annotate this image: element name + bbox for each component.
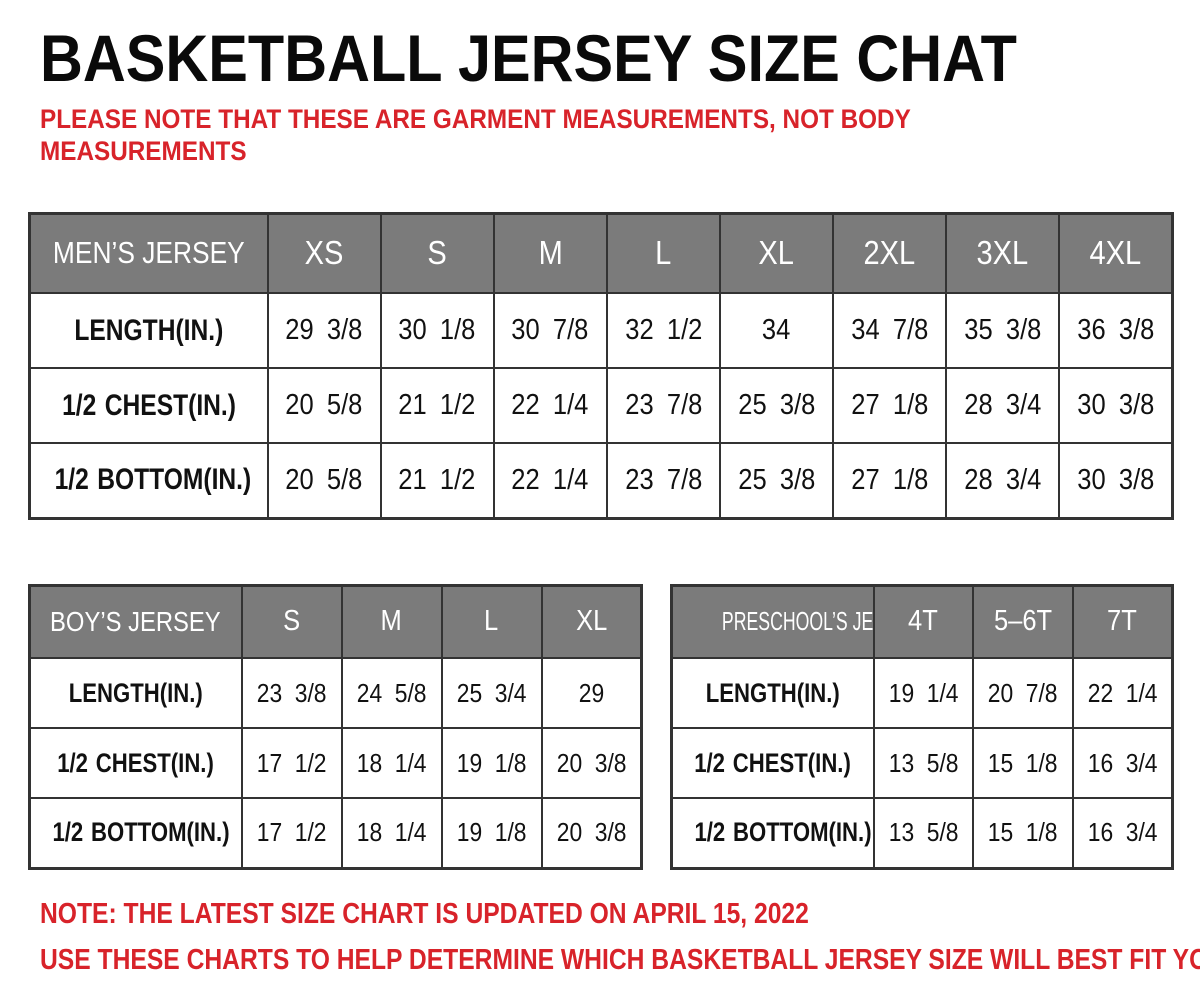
value-cell: 32 1/2	[605, 292, 722, 370]
row-label-cell: LENGTH(IN.)	[670, 657, 875, 730]
value-cell: 15 1/8	[972, 797, 1074, 870]
table-row: 1/2 CHEST(IN.) 17 1/2 18 1/4 19 1/8 20 3/8	[28, 727, 643, 800]
size-header-cell: 5–6T	[972, 584, 1074, 660]
table-row: LENGTH(IN.) 29 3/8 30 1/8 30 7/8 32 1/2 34 34 …	[28, 292, 1174, 370]
value-cell: 19 1/8	[440, 797, 543, 870]
row-label-cell: 1/2 BOTTOM(IN.)	[28, 442, 269, 520]
row-label-cell: LENGTH(IN.)	[28, 292, 269, 370]
size-header-cell: 4XL	[1058, 212, 1174, 295]
fit-guidance-note: USE THESE CHARTS TO HELP DETERMINE WHICH…	[40, 943, 1200, 976]
value-cell: 13 5/8	[872, 727, 975, 800]
value-cell: 30 3/8	[1058, 367, 1174, 445]
boys-jersey-table: BOY’S JERSEY S M L XL LENGTH(IN.) 23 3/8 24 5/8…	[28, 583, 643, 870]
row-label-cell: 1/2 CHEST(IN.)	[28, 727, 243, 800]
size-chart-page: BASKETBALL JERSEY SIZE CHAT PLEASE NOTE …	[0, 0, 1200, 976]
value-cell: 25 3/8	[718, 442, 835, 520]
value-cell: 28 3/4	[945, 367, 1061, 445]
size-header-cell: M	[340, 584, 443, 660]
header-row: MEN’S JERSEY XS S M L XL 2XL 3XL 4XL	[28, 212, 1174, 295]
value-cell: 30 7/8	[492, 292, 608, 370]
page-title: BASKETBALL JERSEY SIZE CHAT	[0, 0, 1200, 96]
size-header-cell: L	[605, 212, 722, 295]
value-cell: 21 1/2	[379, 367, 495, 445]
value-cell: 17 1/2	[240, 727, 343, 800]
size-header-cell: 3XL	[945, 212, 1061, 295]
footer-notes: NOTE: THE LATEST SIZE CHART IS UPDATED O…	[40, 897, 1200, 976]
row-label-cell: 1/2 CHEST(IN.)	[670, 727, 875, 800]
size-header-cell: S	[379, 212, 495, 295]
lower-tables-row: BOY’S JERSEY S M L XL LENGTH(IN.) 23 3/8 24 5/8…	[28, 583, 1200, 870]
value-cell: 29 3/8	[266, 292, 382, 370]
value-cell: 17 1/2	[240, 797, 343, 870]
value-cell: 28 3/4	[945, 442, 1061, 520]
value-cell: 22 1/4	[492, 367, 608, 445]
table-row: 1/2 CHEST(IN.) 20 5/8 21 1/2 22 1/4 23 7/8 25…	[28, 367, 1174, 445]
row-label-cell: 1/2 BOTTOM(IN.)	[670, 797, 875, 870]
value-cell: 20 7/8	[972, 657, 1074, 730]
size-header-cell: M	[492, 212, 608, 295]
value-cell: 20 3/8	[540, 727, 643, 800]
value-cell: 23 7/8	[605, 367, 722, 445]
value-cell: 25 3/8	[718, 367, 835, 445]
value-cell: 16 3/4	[1071, 727, 1174, 800]
row-label-cell: LENGTH(IN.)	[28, 657, 243, 730]
value-cell: 20 5/8	[266, 442, 382, 520]
size-header-cell: XL	[718, 212, 835, 295]
table-title-cell: MEN’S JERSEY	[28, 212, 269, 295]
size-header-cell: 4T	[872, 584, 975, 660]
value-cell: 18 1/4	[340, 797, 443, 870]
table-row: 1/2 CHEST(IN.) 13 5/8 15 1/8 16 3/4	[670, 727, 1174, 800]
table-row: 1/2 BOTTOM(IN.) 20 5/8 21 1/2 22 1/4 23 7/8 2…	[28, 442, 1174, 520]
preschools-jersey-table: PRESCHOOL’S JERSEY4T5–6T7TLENGTH(IN.)19 …	[670, 583, 1174, 870]
table-row: LENGTH(IN.) 19 1/4 20 7/8 22 1/4	[670, 657, 1174, 730]
value-cell: 20 3/8	[540, 797, 643, 870]
value-cell: 16 3/4	[1071, 797, 1174, 870]
value-cell: 21 1/2	[379, 442, 495, 520]
table-row: 1/2 BOTTOM(IN.) 17 1/2 18 1/4 19 1/8 20 3/8	[28, 797, 643, 870]
row-label-cell: 1/2 BOTTOM(IN.)	[28, 797, 243, 870]
value-cell: 27 1/8	[832, 442, 948, 520]
value-cell: 30 3/8	[1058, 442, 1174, 520]
mens-jersey-table: MEN’S JERSEY XS S M L XL 2XL 3XL 4XL LENGTH(IN.) 2…	[28, 211, 1174, 520]
table-row: 1/2 BOTTOM(IN.) 13 5/8 15 1/8 16 3/4	[670, 797, 1174, 870]
value-cell: 18 1/4	[340, 727, 443, 800]
value-cell: 22 1/4	[1071, 657, 1174, 730]
value-cell: 23 3/8	[240, 657, 343, 730]
page-title-text: BASKETBALL JERSEY SIZE CHAT	[40, 21, 1017, 95]
garment-note-line-1: PLEASE NOTE THAT THESE ARE GARMENT MEASU…	[40, 103, 911, 134]
value-cell: 25 3/4	[440, 657, 543, 730]
value-cell: 22 1/4	[492, 442, 608, 520]
size-header-cell: 2XL	[832, 212, 948, 295]
table-title-cell: BOY’S JERSEY	[28, 584, 243, 660]
header-row: BOY’S JERSEY S M L XL	[28, 584, 643, 660]
garment-note-line-2: MEASUREMENTS	[40, 135, 247, 166]
value-cell: 13 5/8	[872, 797, 975, 870]
value-cell: 29	[540, 657, 643, 730]
value-cell: 24 5/8	[340, 657, 443, 730]
size-header-cell: S	[240, 584, 343, 660]
value-cell: 36 3/8	[1058, 292, 1174, 370]
size-header-cell: XL	[540, 584, 643, 660]
size-header-cell: L	[440, 584, 543, 660]
update-date-note: NOTE: THE LATEST SIZE CHART IS UPDATED O…	[40, 897, 809, 930]
size-header-cell: XS	[266, 212, 382, 295]
value-cell: 15 1/8	[972, 727, 1074, 800]
value-cell: 30 1/8	[379, 292, 495, 370]
size-header-cell: 7T	[1071, 584, 1174, 660]
value-cell: 27 1/8	[832, 367, 948, 445]
garment-measurement-note: PLEASE NOTE THAT THESE ARE GARMENT MEASU…	[40, 104, 1200, 168]
value-cell: 23 7/8	[605, 442, 722, 520]
row-label-cell: 1/2 CHEST(IN.)	[28, 367, 269, 445]
table-title-cell: PRESCHOOL’S JERSEY	[670, 584, 875, 660]
value-cell: 19 1/4	[872, 657, 975, 730]
value-cell: 34 7/8	[832, 292, 948, 370]
table-row: LENGTH(IN.) 23 3/8 24 5/8 25 3/4 29	[28, 657, 643, 730]
value-cell: 20 5/8	[266, 367, 382, 445]
value-cell: 19 1/8	[440, 727, 543, 800]
value-cell: 35 3/8	[945, 292, 1061, 370]
value-cell: 34	[718, 292, 835, 370]
